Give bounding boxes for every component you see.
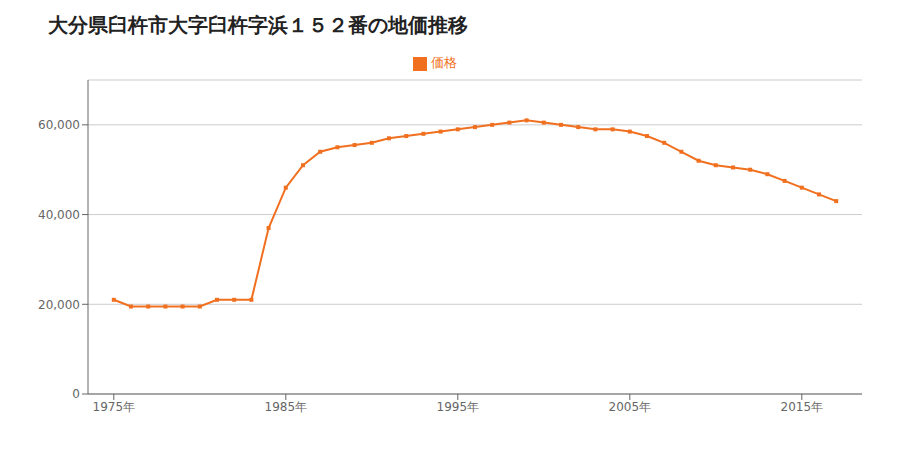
svg-text:1995年: 1995年	[437, 400, 480, 414]
svg-text:40,000: 40,000	[38, 208, 80, 222]
html-text:大分県臼杵市大字臼杵字浜１５２番の地価推移: 大分県臼杵市大字臼杵字浜１５２番の地価推移	[48, 13, 468, 37]
svg-text:2005年: 2005年	[609, 400, 652, 414]
html-text:価格: 価格	[431, 55, 457, 70]
svg-text:20,000: 20,000	[38, 298, 80, 312]
svg-text:2015年: 2015年	[781, 400, 824, 414]
svg-text:1975年: 1975年	[93, 400, 136, 414]
svg-text:1985年: 1985年	[265, 400, 308, 414]
svg-text:60,000: 60,000	[38, 118, 80, 132]
svg-text:0: 0	[72, 387, 80, 401]
